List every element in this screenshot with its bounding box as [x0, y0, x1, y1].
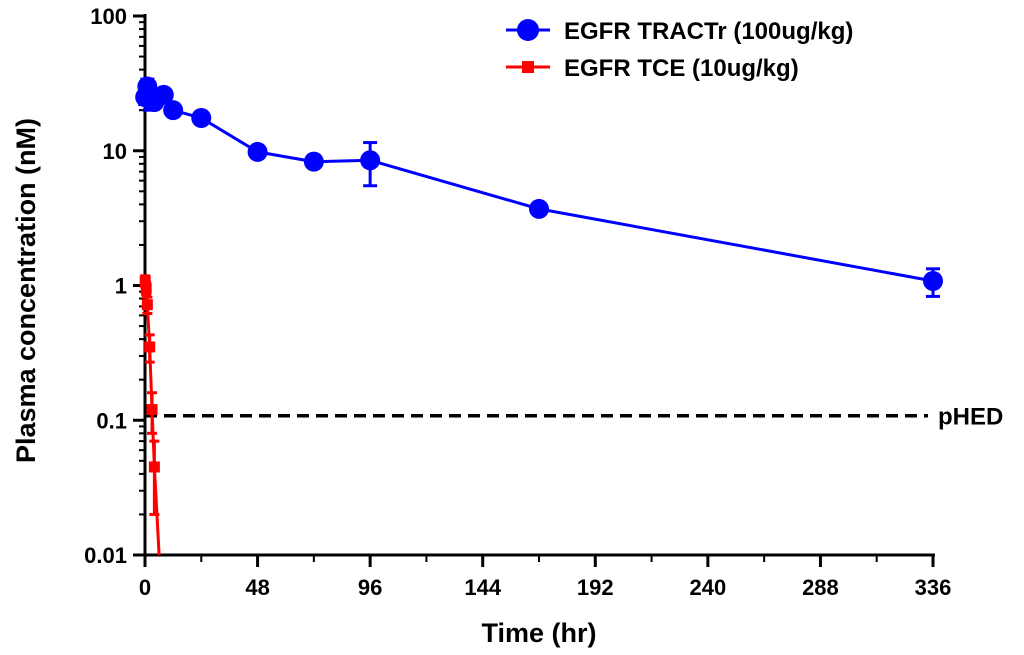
- error-bar: [149, 439, 160, 516]
- legend-marker-egfr-tce: [522, 61, 534, 73]
- data-point: [144, 341, 156, 353]
- data-point: [923, 270, 943, 291]
- series-0: [135, 76, 943, 298]
- phed-reference-label: pHED: [938, 404, 1003, 431]
- data-point: [529, 198, 549, 219]
- y-tick-label: 0.1: [96, 408, 127, 433]
- data-point: [163, 100, 184, 121]
- x-tick-label: 240: [689, 575, 726, 600]
- x-tick-label: 96: [358, 575, 382, 600]
- y-tick-label: 0.01: [84, 543, 127, 568]
- data-point: [303, 151, 324, 172]
- data-point: [148, 461, 160, 473]
- axes: 0.01 0.1 1 10 100 0 48 96 144 192 240 288 336: [84, 4, 951, 600]
- x-tick-label: 288: [802, 575, 839, 600]
- y-tick-label: 100: [90, 4, 127, 29]
- reference-line-group: pHED: [145, 404, 1003, 431]
- x-tick-label: 192: [577, 575, 614, 600]
- data-point: [141, 299, 153, 311]
- data-point: [191, 108, 212, 129]
- legend-label-egfr-tractr: EGFR TRACTr (100ug/kg): [564, 18, 853, 45]
- data-point: [360, 150, 381, 171]
- x-tick-label: 48: [245, 575, 269, 600]
- y-tick-label: 10: [103, 139, 127, 164]
- data-point: [139, 275, 151, 287]
- data-point: [247, 141, 268, 162]
- y-tick-label: 1: [115, 274, 127, 299]
- data-point: [153, 84, 174, 105]
- x-tick-label: 144: [464, 575, 501, 600]
- data-point: [146, 404, 158, 416]
- legend-label-egfr-tce: EGFR TCE (10ug/kg): [564, 55, 799, 82]
- series-1: [139, 274, 161, 556]
- legend-marker-egfr-tractr: [517, 19, 539, 41]
- x-tick-label: 0: [139, 575, 151, 600]
- legend: EGFR TRACTr (100ug/kg) EGFR TCE (10ug/kg…: [506, 18, 853, 82]
- y-axis-title: Plasma concentration (nM): [11, 118, 41, 463]
- series-line: [143, 86, 934, 283]
- series-layer: [135, 76, 943, 556]
- x-axis-title: Time (hr): [481, 618, 596, 648]
- data-point: [140, 283, 152, 295]
- x-tick-label: 336: [915, 575, 952, 600]
